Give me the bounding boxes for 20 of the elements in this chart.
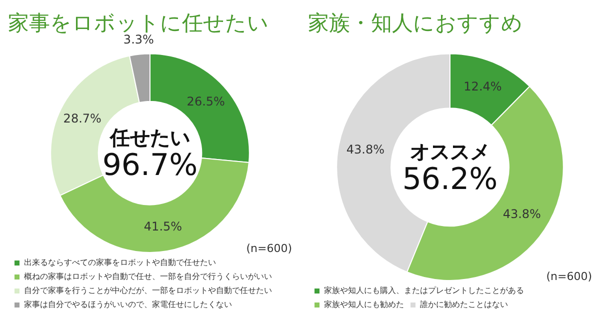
data-label: 12.4%: [464, 80, 502, 94]
data-label: 41.5%: [144, 220, 182, 234]
text: オススメ: [410, 139, 490, 164]
legend-label: 家族や知人にも勧めた: [324, 300, 404, 310]
text: (n=600): [246, 242, 292, 255]
text: 96.7%: [102, 148, 198, 183]
data-label: 43.8%: [502, 206, 541, 221]
chart-title: 家族・知人におすすめ: [308, 11, 523, 36]
text: 56.2%: [402, 162, 498, 197]
legend-label: 出来るならすべての家事をロボットや自動で任せたい: [24, 258, 216, 268]
data-label: 28.7%: [63, 112, 102, 126]
legend-label: 家事は自分でやるほうがいいので、家電任せにしたくない: [24, 300, 232, 310]
legend-label: 概ねの家事はロボットや自動で任せ、一部を自分で行うくらいがいい: [24, 272, 272, 282]
text: (n=600): [546, 270, 592, 283]
data-label: 43.8%: [346, 142, 385, 157]
legend-label: 家族や知人にも購入、またはプレゼントしたことがある: [324, 286, 524, 296]
text: 任せたい: [109, 125, 190, 150]
data-label: 26.5%: [186, 94, 225, 108]
legend-label: 誰かに勧めたことはない: [420, 300, 508, 310]
legend-label: 自分で家事を行うことが中心だが、一部をロボットや自動で任せたい: [24, 286, 272, 296]
